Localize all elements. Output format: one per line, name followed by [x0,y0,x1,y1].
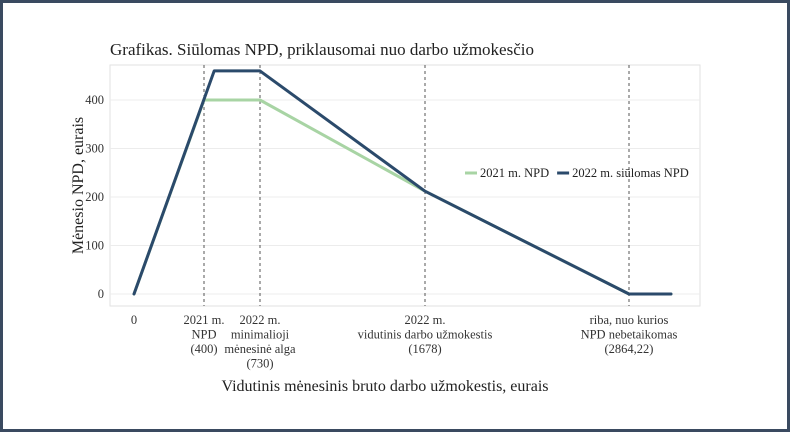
x-tick-label: riba, nuo kurios NPD nebetaikomas (2864,22… [581,313,678,356]
x-tick-label: 2022 m. minimalioji mėnesinė alga (730) [224,313,296,371]
y-tick-label: 300 [85,142,104,156]
legend-label-2: 2022 m. siūlomas NPD [572,166,689,180]
y-tick-label: 400 [85,93,104,107]
x-tick-label: 2021 m. NPD (400) [184,313,225,356]
x-tick-label: 0 [131,313,137,327]
series-line-2 [132,69,673,296]
legend-label-1: 2021 m. NPD [480,166,549,180]
plot-panel [109,64,701,307]
y-tick-label: 0 [98,287,104,301]
chart-title: Grafikas. Siūlomas NPD, priklausomai nuo… [110,40,534,59]
y-tick-label: 200 [85,190,104,204]
legend: 2021 m. NPD 2022 m. siūlomas NPD [465,166,689,180]
y-axis-label: Mėnesio NPD, eurais [70,117,87,254]
x-tick-label: 2022 m. vidutinis darbo užmokestis (1678) [358,313,493,356]
y-tick-label: 100 [85,239,104,253]
chart: Grafikas. Siūlomas NPD, priklausomai nuo… [70,40,701,395]
x-axis-label: Vidutinis mėnesinis bruto darbo užmokest… [222,378,549,395]
